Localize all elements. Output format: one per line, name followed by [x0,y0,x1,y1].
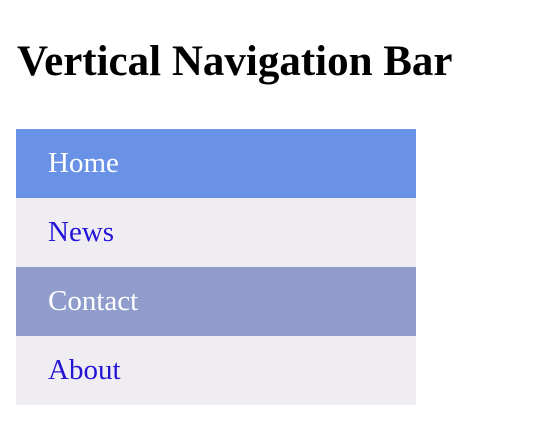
nav-item-news[interactable]: News [16,198,416,267]
nav-item-contact[interactable]: Contact [16,267,416,336]
nav-entry: About [16,336,416,405]
page-title: Vertical Navigation Bar [17,38,453,85]
nav-entry: Home [16,129,416,198]
nav-entry: Contact [16,267,416,336]
vertical-nav: Home News Contact About [16,129,416,405]
nav-item-home[interactable]: Home [16,129,416,198]
nav-entry: News [16,198,416,267]
nav-item-about[interactable]: About [16,336,416,405]
